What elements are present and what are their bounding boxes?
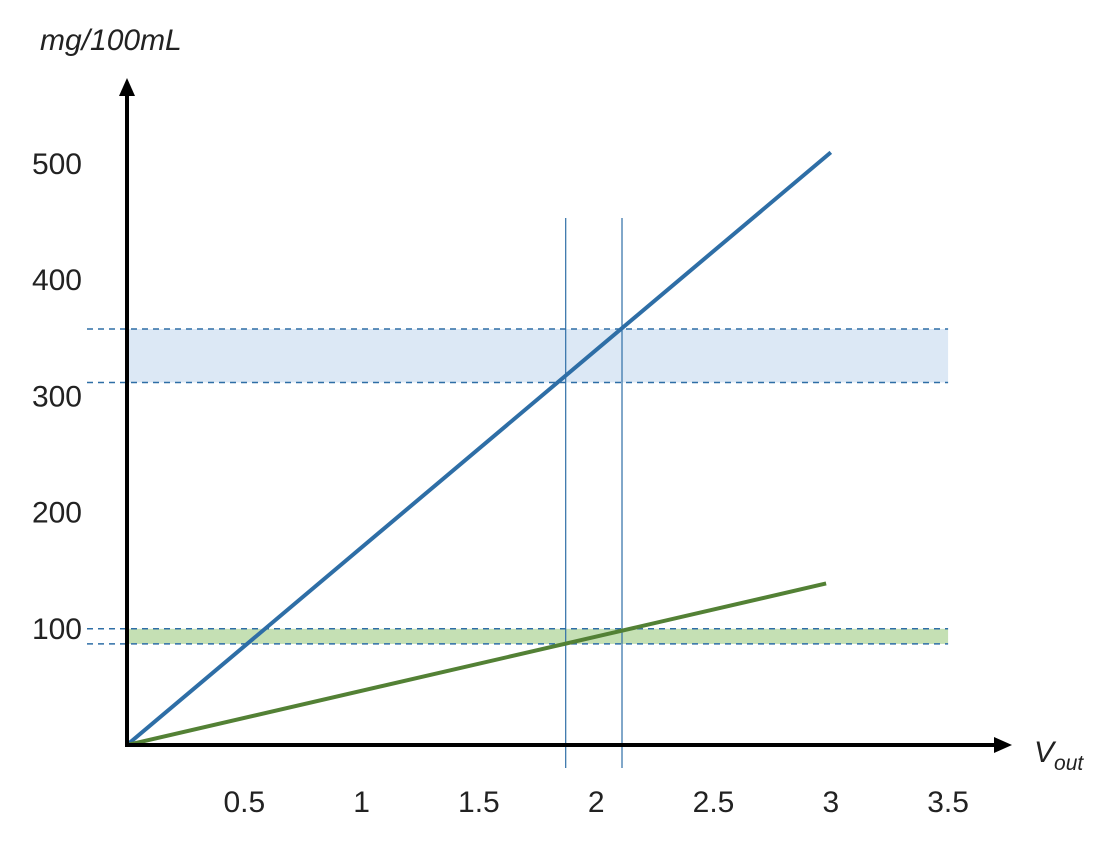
y-tick-label: 200 <box>32 497 82 530</box>
series-line-2 <box>126 581 827 747</box>
tick-labels: 0.5 1 1.5 2 2.5 3 3.5 100 200 300 400 500 <box>32 148 969 819</box>
x-axis-title-main: V <box>1034 736 1057 769</box>
range-band-2 <box>127 628 949 644</box>
x-tick-label: 2.5 <box>693 786 735 819</box>
x-tick-label: 3.5 <box>927 786 969 819</box>
y-tick-label: 300 <box>32 380 82 413</box>
series-line-1 <box>125 150 833 747</box>
series-layer <box>125 150 833 747</box>
range-band-1 <box>127 329 949 383</box>
y-axis-arrow-icon <box>119 78 135 96</box>
x-axis-title: Vout <box>1034 736 1084 775</box>
x-axis-arrow-icon <box>994 737 1012 753</box>
x-tick-label: 0.5 <box>223 786 265 819</box>
axes-layer <box>119 78 1012 753</box>
y-axis-title: mg/100mL <box>40 24 182 57</box>
x-axis-title-subscript: out <box>1054 752 1084 775</box>
bands-layer <box>87 328 949 645</box>
y-tick-label: 400 <box>32 264 82 297</box>
y-tick-label: 100 <box>32 613 82 646</box>
y-tick-label: 500 <box>32 148 82 181</box>
x-tick-label: 2 <box>588 786 605 819</box>
x-tick-label: 3 <box>822 786 839 819</box>
reference-lines-layer <box>565 218 623 768</box>
x-tick-label: 1.5 <box>458 786 500 819</box>
x-tick-label: 1 <box>353 786 370 819</box>
